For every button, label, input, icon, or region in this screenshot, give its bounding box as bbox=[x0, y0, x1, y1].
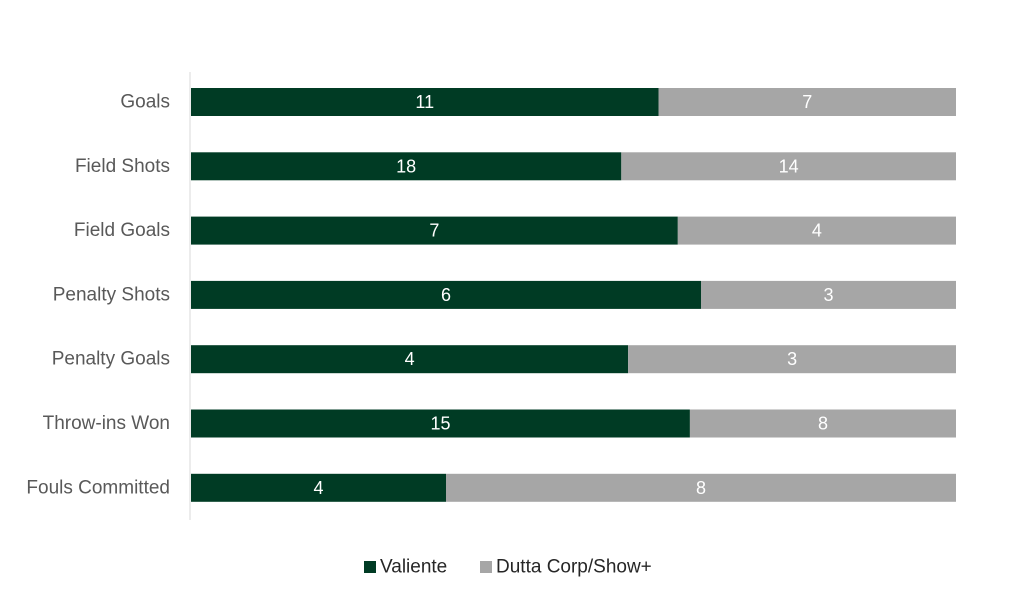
data-label-dutta-corp-show-goals: 7 bbox=[802, 92, 812, 112]
bar-dutta-corp-show-throw-ins-won bbox=[689, 409, 956, 438]
bar-dutta-corp-show-field-goals bbox=[677, 216, 956, 245]
data-label-valiente-penalty-goals: 4 bbox=[405, 349, 415, 369]
data-label-dutta-corp-show-penalty-shots: 3 bbox=[823, 285, 833, 305]
data-label-valiente-penalty-shots: 6 bbox=[441, 285, 451, 305]
bar-dutta-corp-show-field-shots bbox=[621, 152, 956, 181]
bar-dutta-corp-show-fouls-committed bbox=[446, 473, 956, 502]
labels-group: Goals 11 7 Field Shots 18 14 Field Goals 7 4 Pena… bbox=[26, 92, 833, 499]
bar-valiente-penalty-shots bbox=[191, 280, 701, 309]
data-label-dutta-corp-show-penalty-goals: 3 bbox=[787, 349, 797, 369]
bar-valiente-field-shots bbox=[191, 152, 622, 181]
data-label-valiente-throw-ins-won: 15 bbox=[430, 414, 450, 434]
legend-swatch-dutta-corp-show bbox=[480, 561, 492, 573]
category-label-field-shots: Field Shots bbox=[75, 156, 170, 177]
data-label-dutta-corp-show-fouls-committed: 8 bbox=[696, 478, 706, 498]
category-label-penalty-goals: Penalty Goals bbox=[52, 349, 170, 370]
data-label-dutta-corp-show-field-shots: 14 bbox=[779, 156, 799, 176]
legend: Valiente Dutta Corp/Show+ bbox=[364, 557, 652, 578]
data-label-dutta-corp-show-field-goals: 4 bbox=[812, 221, 822, 241]
bar-valiente-fouls-committed bbox=[191, 473, 446, 502]
legend-label-dutta-corp-show: Dutta Corp/Show+ bbox=[496, 557, 652, 578]
legend-swatch-valiente bbox=[364, 561, 376, 573]
category-label-penalty-shots: Penalty Shots bbox=[53, 284, 170, 305]
bar-dutta-corp-show-penalty-shots bbox=[701, 280, 956, 309]
category-label-field-goals: Field Goals bbox=[74, 220, 170, 241]
data-label-valiente-fouls-committed: 4 bbox=[313, 478, 323, 498]
legend-label-valiente: Valiente bbox=[380, 557, 447, 578]
bar-valiente-throw-ins-won bbox=[191, 409, 690, 438]
category-label-throw-ins-won: Throw-ins Won bbox=[43, 413, 170, 434]
data-label-valiente-field-shots: 18 bbox=[396, 156, 416, 176]
bar-valiente-field-goals bbox=[191, 216, 678, 245]
data-label-valiente-field-goals: 7 bbox=[429, 221, 439, 241]
bar-valiente-goals bbox=[191, 88, 659, 116]
data-label-dutta-corp-show-throw-ins-won: 8 bbox=[818, 414, 828, 434]
bar-dutta-corp-show-penalty-goals bbox=[628, 345, 956, 374]
data-label-valiente-goals: 11 bbox=[415, 92, 434, 112]
category-label-fouls-committed: Fouls Committed bbox=[26, 477, 170, 498]
bar-valiente-penalty-goals bbox=[191, 345, 629, 374]
bars-group bbox=[191, 88, 956, 502]
category-label-goals: Goals bbox=[120, 92, 170, 113]
bar-dutta-corp-show-goals bbox=[658, 88, 956, 116]
